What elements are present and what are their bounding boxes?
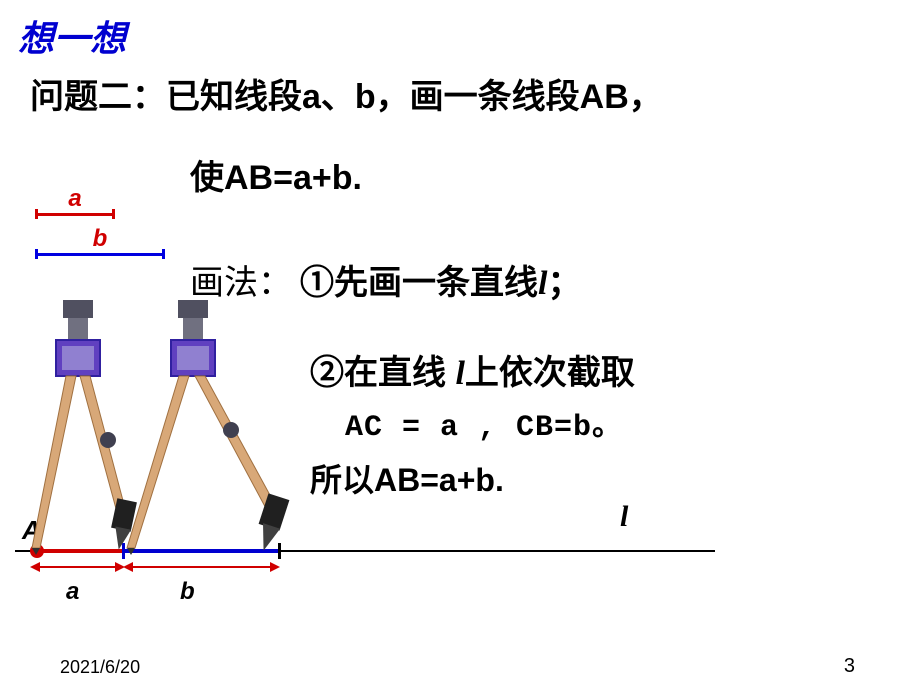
dim-a-line (38, 566, 118, 568)
footer-date: 2021/6/20 (60, 657, 140, 678)
segment-b-given: b (35, 225, 165, 256)
footer-page-number: 3 (844, 655, 855, 678)
step2-var-l: l (455, 355, 464, 392)
step-1: ①先画一条直线l； (300, 255, 581, 304)
step1-suffix: ； (547, 264, 581, 302)
dim-a-arrow-left (30, 562, 40, 572)
segment-a-line (35, 213, 115, 216)
step2-suffix: 上依次截取 (465, 354, 635, 392)
dim-a-label: a (66, 578, 79, 606)
step2-prefix: ②在直线 (310, 354, 455, 392)
segment-a-given: a (35, 185, 115, 216)
dim-b-label: b (180, 578, 195, 606)
segment-a-label: a (35, 185, 115, 213)
slide-title: 想一想 (18, 10, 126, 62)
dim-b-arrow-right (270, 562, 280, 572)
compass-icon-2 (113, 300, 293, 555)
conclusion: 所以AB=a+b. (310, 455, 504, 501)
method-label: 画法： (190, 255, 292, 304)
dim-b-arrow-left (123, 562, 133, 572)
step1-prefix: ①先画一条直线 (300, 264, 538, 302)
line-l-label: l (620, 500, 628, 534)
segment-b-line (35, 253, 165, 256)
step-2-line1: ②在直线 l上依次截取 (310, 345, 635, 394)
segment-b-label: b (35, 225, 165, 253)
question-line2: 使AB=a+b. (190, 150, 362, 199)
step-2-line2: AC = a , CB=b。 (345, 400, 623, 445)
question-line1: 问题二：已知线段a、b，画一条线段AB， (30, 70, 663, 124)
dim-b-line (130, 566, 275, 568)
